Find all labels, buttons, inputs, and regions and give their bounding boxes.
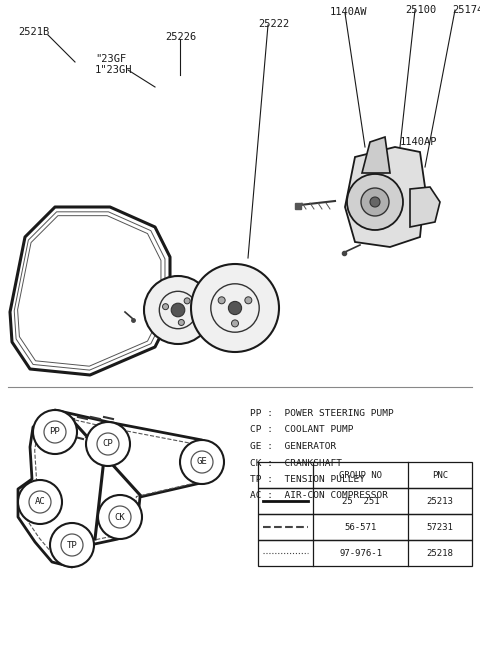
Circle shape xyxy=(361,188,389,216)
Text: 57231: 57231 xyxy=(427,522,454,532)
Circle shape xyxy=(179,319,184,325)
Text: CK :  CRANKSHAFT: CK : CRANKSHAFT xyxy=(250,459,342,468)
Text: 25218: 25218 xyxy=(427,549,454,558)
Bar xyxy=(258,488,472,514)
Circle shape xyxy=(144,276,212,344)
Text: 25213: 25213 xyxy=(427,497,454,505)
Text: CK: CK xyxy=(115,512,125,522)
Text: 2521B: 2521B xyxy=(18,27,49,37)
Text: 1"23GH: 1"23GH xyxy=(95,65,132,75)
Text: PP :  POWER STEERING PUMP: PP : POWER STEERING PUMP xyxy=(250,409,394,418)
Circle shape xyxy=(33,410,77,454)
Polygon shape xyxy=(410,187,440,227)
Circle shape xyxy=(218,297,225,304)
Text: 25222: 25222 xyxy=(258,19,289,29)
Circle shape xyxy=(184,298,190,304)
Text: 25100: 25100 xyxy=(405,5,436,15)
Text: AC :  AIR-CON COMPRESSOR: AC : AIR-CON COMPRESSOR xyxy=(250,491,388,501)
Text: 56-571: 56-571 xyxy=(344,522,377,532)
Circle shape xyxy=(163,304,168,309)
Bar xyxy=(258,462,472,488)
Text: "23GF: "23GF xyxy=(95,54,126,64)
Circle shape xyxy=(231,320,239,327)
Circle shape xyxy=(228,302,241,315)
Text: 25174: 25174 xyxy=(452,5,480,15)
Polygon shape xyxy=(362,137,390,173)
Text: PP: PP xyxy=(49,428,60,436)
Text: GROUP NO: GROUP NO xyxy=(339,470,382,480)
Text: 97-976-1: 97-976-1 xyxy=(339,549,382,558)
Circle shape xyxy=(86,422,130,466)
Circle shape xyxy=(171,303,185,317)
Circle shape xyxy=(370,197,380,207)
Text: GE: GE xyxy=(197,457,207,466)
Text: AC: AC xyxy=(35,497,46,507)
Bar xyxy=(258,540,472,566)
Text: 1140AP: 1140AP xyxy=(400,137,437,147)
Circle shape xyxy=(191,264,279,352)
Text: CP: CP xyxy=(103,440,113,449)
Text: GE :  GENERATOR: GE : GENERATOR xyxy=(250,442,336,451)
Text: 25226: 25226 xyxy=(165,32,196,42)
Circle shape xyxy=(18,480,62,524)
Circle shape xyxy=(245,297,252,304)
Text: 1140AW: 1140AW xyxy=(330,7,368,17)
Text: TP: TP xyxy=(67,541,77,549)
Text: 25  251: 25 251 xyxy=(342,497,379,505)
Circle shape xyxy=(98,495,142,539)
Bar xyxy=(258,514,472,540)
Text: CP :  COOLANT PUMP: CP : COOLANT PUMP xyxy=(250,426,353,434)
Circle shape xyxy=(347,174,403,230)
Circle shape xyxy=(50,523,94,567)
Circle shape xyxy=(180,440,224,484)
Polygon shape xyxy=(345,147,425,247)
Text: TP :  TENSION PULLEY: TP : TENSION PULLEY xyxy=(250,475,365,484)
Text: PNC: PNC xyxy=(432,470,448,480)
